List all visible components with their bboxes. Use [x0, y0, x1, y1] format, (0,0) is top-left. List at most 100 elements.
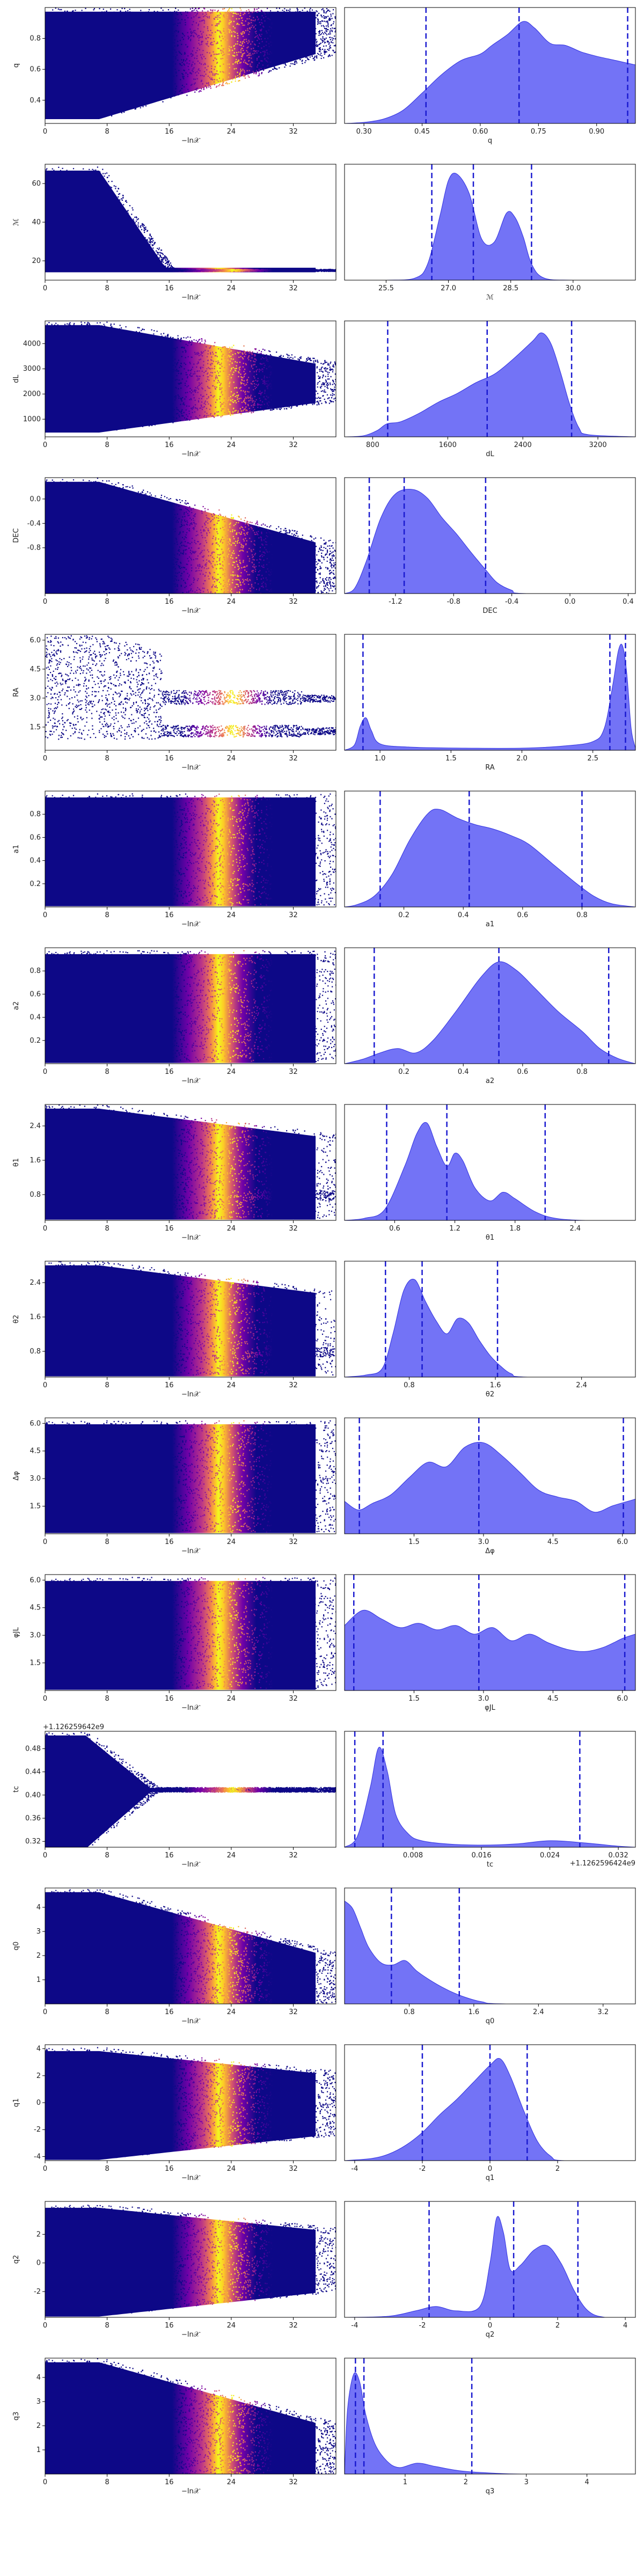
x-tick-label: 1.5	[408, 1695, 420, 1703]
x-tick-label: 16	[165, 2478, 174, 2486]
y-tick-label: 6.0	[30, 1419, 41, 1428]
x-axis-label: −ln𝒳	[181, 2331, 201, 2339]
x-tick-label: 0	[43, 1538, 47, 1546]
y-tick-label: 3000	[23, 365, 41, 373]
y-tick-label: 0.2	[30, 880, 41, 888]
x-tick-label: 4.5	[547, 1695, 559, 1703]
y-tick-label: 0.8	[30, 1191, 41, 1199]
y-axis-label: tc	[12, 1786, 20, 1792]
x-tick-label: 0	[43, 2008, 47, 2016]
x-tick-label: 0	[43, 1381, 47, 1389]
y-axis-label: θ2	[12, 1315, 20, 1323]
kde-curve	[345, 172, 635, 280]
x-tick-label: 4	[623, 2322, 627, 2330]
trace-panel: 0 8 16 24 32 −ln𝒳 -2 0 2 q2	[12, 2201, 336, 2339]
trace-frame	[45, 791, 336, 908]
density-frame	[344, 1261, 636, 1378]
y-tick-label: 3.0	[30, 1631, 41, 1640]
x-axis-label: −ln𝒳	[181, 1704, 201, 1712]
x-tick-label: 30.0	[565, 284, 581, 292]
x-tick-label: 0.4	[458, 1068, 469, 1076]
x-tick-label: 24	[227, 755, 236, 763]
x-tick-label: 24	[227, 1538, 236, 1546]
trace-panel: 0 8 16 24 32 −ln𝒳 1.5 3.0 4.5 6.0 φJL	[12, 1574, 336, 1712]
x-tick-label: 4.5	[547, 1538, 559, 1546]
x-tick-label: 2.4	[576, 1381, 587, 1389]
density-panel: -4 -2 0 2 4 q2	[344, 2201, 636, 2339]
kde-curve	[345, 1900, 635, 2004]
x-tick-label: 0.90	[589, 128, 604, 136]
sample-body	[45, 1580, 316, 1690]
x-axis-label: q1	[486, 2174, 495, 2182]
param-row: 0 8 16 24 32 −ln𝒳 1.5 3.0 4.5 6.0 φJL 1.5 3.0 4.5 6.0 φ…	[12, 1574, 636, 1712]
x-tick-label: 32	[289, 128, 298, 136]
x-tick-label: 16	[165, 1381, 174, 1389]
param-row: 0 8 16 24 32 −ln𝒳 0.2 0.4 0.6 0.8 a2 0.2 0.4 0.6 0.8 a2	[12, 947, 636, 1085]
x-tick-label: 8	[105, 2165, 109, 2173]
kde-curve	[345, 961, 635, 1064]
y-tick-label: 2	[36, 2230, 41, 2238]
x-tick-label: 1.2	[449, 1225, 460, 1233]
x-tick-label: 8	[105, 911, 109, 919]
x-tick-label: 8	[105, 441, 109, 449]
trace-panel: 0 8 16 24 32 −ln𝒳 0.8 1.6 2.4 θ2	[12, 1261, 336, 1399]
trace-panel: 0 8 16 24 32 −ln𝒳 0.32 0.36 0.40 0.44 0.48 tc +1.126…	[12, 1723, 336, 1869]
y-tick-label: 4.5	[30, 1604, 41, 1612]
x-tick-label: 2400	[514, 441, 532, 449]
sample-cloud	[45, 478, 336, 594]
trace-panel: 0 8 16 24 32 −ln𝒳 1 2 3 4 q3	[12, 2358, 336, 2496]
x-tick-label: 0.8	[404, 2008, 415, 2016]
sample-cloud	[45, 321, 336, 433]
x-tick-label: 1.5	[408, 1538, 420, 1546]
y-tick-label: 4	[36, 2045, 41, 2053]
y-tick-label: 2.4	[30, 1279, 41, 1287]
x-tick-label: 8	[105, 1381, 109, 1389]
param-row: 0 8 16 24 32 −ln𝒳 0.8 1.6 2.4 θ1 0.6 1.2 1.8 2.4 θ1	[12, 1104, 636, 1242]
param-row: 0 8 16 24 32 −ln𝒳 1 2 3 4 q3 1 2 3 4 q3	[12, 2358, 636, 2496]
y-tick-label: 0.32	[25, 1838, 41, 1846]
x-tick-label: 16	[165, 598, 174, 606]
trace-panel: 0 8 16 24 32 −ln𝒳 1.5 3.0 4.5 6.0 RA	[12, 634, 336, 772]
sample-body	[45, 1265, 316, 1377]
trace-frame	[45, 2358, 336, 2475]
x-tick-label: 32	[289, 598, 298, 606]
kde-curve	[345, 643, 635, 750]
sample-cloud	[45, 2047, 336, 2160]
sample-points	[45, 478, 336, 594]
sample-cloud	[45, 1889, 336, 2004]
trace-frame	[45, 1104, 336, 1221]
x-tick-label: 1.5	[445, 755, 457, 763]
density-panel: 0.8 1.6 2.4 3.2 q0	[344, 1887, 636, 2025]
x-tick-label: 3.0	[478, 1538, 489, 1546]
density-panel: -1.2 -0.8 -0.4 0.0 0.4 DEC	[344, 477, 636, 615]
param-row: 0 8 16 24 32 −ln𝒳 -0.8 -0.4 0.0 DEC -1.2 -0.8 -0.4 0.…	[12, 477, 636, 615]
y-tick-label: 3.0	[30, 1475, 41, 1483]
trace-frame	[45, 1887, 336, 2004]
param-row: 0 8 16 24 32 −ln𝒳 1 2 3 4 q0 0.8 1.6 2.4 3.2 q0	[12, 1887, 636, 2025]
x-tick-label: 0.024	[540, 1851, 560, 1860]
x-tick-label: 1.8	[509, 1225, 521, 1233]
x-tick-label: 1.6	[469, 2008, 480, 2016]
x-tick-label: 8	[105, 284, 109, 292]
sample-cloud	[45, 1261, 336, 1377]
sample-points	[45, 1732, 336, 1847]
density-frame	[344, 320, 636, 437]
kde-curve	[345, 2372, 635, 2474]
x-tick-label: 3	[524, 2478, 529, 2486]
density-panel: 0.8 1.6 2.4 θ2	[344, 1261, 636, 1399]
x-axis-label: q3	[486, 2487, 495, 2496]
x-tick-label: 0	[43, 1695, 47, 1703]
density-panel: 1.5 3.0 4.5 6.0 Δφ	[344, 1417, 636, 1555]
x-tick-label: 0	[43, 284, 47, 292]
x-tick-label: 0	[43, 2478, 47, 2486]
density-frame	[344, 1887, 636, 2004]
x-axis-label: −ln𝒳	[181, 920, 201, 928]
y-axis-label: a1	[12, 845, 20, 853]
x-tick-label: 0	[43, 441, 47, 449]
x-tick-label: 3.2	[597, 2008, 609, 2016]
y-tick-label: 0.4	[30, 97, 41, 105]
y-tick-label: 0.40	[25, 1791, 41, 1799]
sample-points	[45, 1261, 336, 1376]
x-tick-label: 32	[289, 1695, 298, 1703]
